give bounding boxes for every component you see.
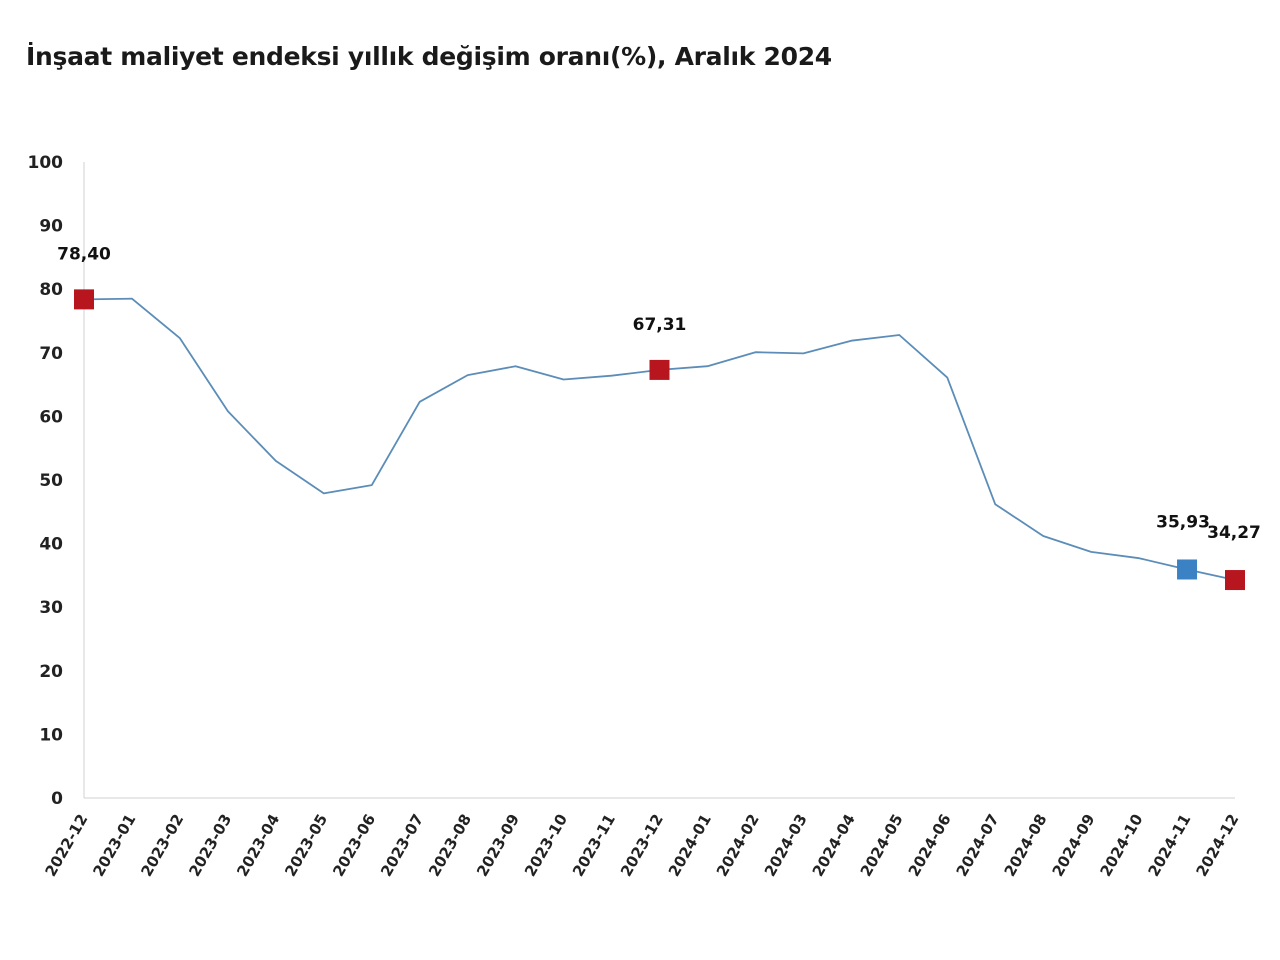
x-tick-label: 2023-02 xyxy=(137,811,187,880)
axes xyxy=(83,162,1235,799)
y-tick-label: 40 xyxy=(39,535,63,555)
data-point-marker xyxy=(1177,559,1198,580)
data-label: 34,27 xyxy=(1207,523,1261,543)
y-tick-label: 50 xyxy=(39,471,63,491)
x-tick-label: 2023-05 xyxy=(281,811,331,880)
x-tick-label: 2023-12 xyxy=(617,811,667,880)
chart-title: İnşaat maliyet endeksi yıllık değişim or… xyxy=(26,42,832,71)
y-tick-label: 80 xyxy=(39,280,63,300)
data-label: 67,31 xyxy=(633,315,687,335)
x-tick-label: 2024-12 xyxy=(1192,811,1242,880)
x-tick-label: 2024-04 xyxy=(809,811,859,880)
x-tick-label: 2024-11 xyxy=(1144,811,1194,880)
x-axis-ticks: 2022-122023-012023-022023-032023-042023-… xyxy=(41,811,1242,880)
x-tick-label: 2022-12 xyxy=(41,811,91,880)
x-tick-label: 2023-01 xyxy=(89,811,139,880)
y-axis-ticks: 0 10 20 30 40 50 60 70 80 90 100 xyxy=(28,153,64,809)
series-group xyxy=(83,297,1236,581)
x-tick-label: 2023-06 xyxy=(329,811,379,880)
series-line xyxy=(83,297,1236,581)
data-point-marker xyxy=(1225,570,1245,591)
markers-group xyxy=(74,289,1245,591)
x-tick-label: 2024-03 xyxy=(761,811,811,880)
data-point-marker xyxy=(74,289,94,310)
x-tick-label: 2023-10 xyxy=(521,811,571,880)
x-tick-label: 2023-04 xyxy=(233,811,283,880)
y-tick-label: 20 xyxy=(39,662,63,682)
x-tick-label: 2023-08 xyxy=(425,811,475,880)
y-tick-label: 70 xyxy=(39,344,63,364)
x-tick-label: 2024-01 xyxy=(665,811,715,880)
x-tick-label: 2023-07 xyxy=(377,811,427,880)
data-label: 78,40 xyxy=(57,244,111,264)
y-tick-label: 0 xyxy=(51,789,63,809)
x-tick-label: 2024-07 xyxy=(953,811,1003,880)
x-tick-label: 2024-06 xyxy=(905,811,955,880)
y-tick-label: 90 xyxy=(39,217,63,237)
x-tick-label: 2024-10 xyxy=(1097,811,1147,880)
data-label: 35,93 xyxy=(1156,512,1210,532)
x-tick-label: 2023-03 xyxy=(185,811,235,880)
x-tick-label: 2024-02 xyxy=(713,811,763,880)
y-tick-label: 10 xyxy=(39,725,63,745)
y-tick-label: 100 xyxy=(28,153,64,173)
x-tick-label: 2023-09 xyxy=(473,811,523,880)
y-tick-label: 60 xyxy=(39,407,63,427)
x-tick-label: 2024-09 xyxy=(1049,811,1099,880)
x-tick-label: 2023-11 xyxy=(569,811,619,880)
data-point-marker xyxy=(649,359,670,380)
x-tick-label: 2024-05 xyxy=(857,811,907,880)
x-tick-label: 2024-08 xyxy=(1001,811,1051,880)
y-tick-label: 30 xyxy=(39,598,63,618)
